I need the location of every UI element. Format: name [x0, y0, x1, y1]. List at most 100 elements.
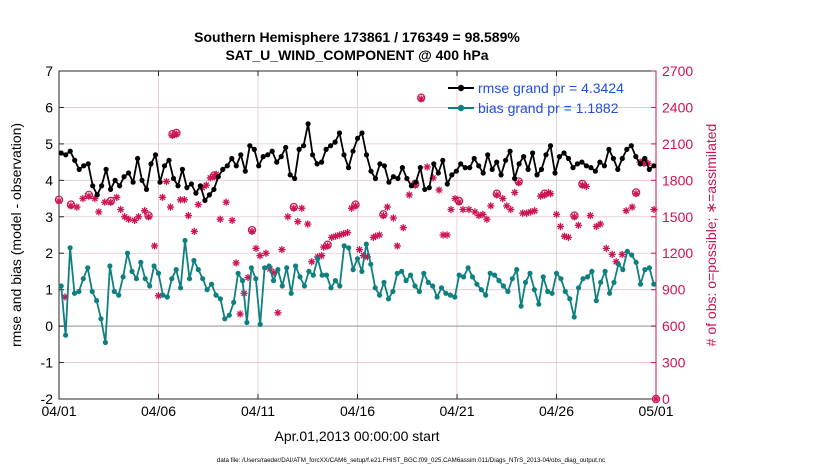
rmse-point	[278, 154, 284, 160]
obs-assimilated-marker	[228, 216, 236, 225]
rmse-point	[525, 166, 531, 172]
obs-asterisk-stroke	[380, 212, 387, 219]
obs-assimilated-marker	[632, 190, 640, 198]
obs-assimilated-marker	[355, 245, 364, 254]
obs-assimilated-marker	[252, 244, 260, 252]
obs-asterisk-stroke	[217, 216, 224, 223]
rmse-point	[372, 175, 379, 182]
bias-point	[571, 314, 577, 320]
rmse-point	[556, 154, 563, 160]
obs-assimilated-marker	[284, 213, 292, 221]
bias-point	[270, 278, 277, 284]
bias-point	[98, 316, 104, 322]
y-right-tick-label: 600	[662, 318, 686, 334]
rmse-point	[287, 172, 293, 178]
bias-point	[102, 339, 108, 346]
obs-asterisk-stroke	[557, 223, 564, 230]
obs-assimilated-marker	[85, 192, 93, 200]
rmse-point	[72, 157, 78, 163]
obs-asterisk-stroke	[95, 208, 102, 215]
obs-assimilated-marker	[190, 227, 198, 235]
obs-asterisk-stroke	[185, 212, 192, 219]
y-left-tick-label: 4	[45, 172, 53, 188]
rmse-point	[143, 186, 150, 192]
obs-assimilated-marker	[417, 95, 425, 103]
obs-asterisk-stroke	[117, 206, 124, 213]
y-axis-left-label: rmse and bias (model - observation)	[8, 123, 24, 347]
obs-assimilated-marker	[256, 252, 264, 260]
rmse-point	[67, 148, 73, 154]
bias-point	[80, 276, 86, 282]
obs-asterisk-stroke	[400, 224, 407, 231]
obs-assimilated-marker	[184, 211, 192, 220]
obs-assimilated-marker	[511, 188, 519, 197]
obs-assimilated-marker	[383, 203, 391, 211]
bias-point	[527, 270, 533, 276]
data-series	[58, 121, 657, 346]
bias-point	[421, 270, 427, 276]
obs-asterisk-stroke	[547, 190, 554, 197]
obs-asterisk-stroke	[141, 207, 148, 214]
obs-asterisk-stroke	[356, 246, 363, 253]
rmse-point	[449, 172, 455, 178]
obs-assimilated-marker	[515, 179, 523, 187]
obs-asterisk-stroke	[499, 195, 506, 202]
obs-asterisk-stroke	[487, 202, 494, 209]
bias-point	[500, 283, 506, 289]
rmse-point	[435, 170, 441, 176]
obs-assimilated-marker	[483, 215, 491, 223]
bias-point	[553, 270, 560, 276]
bias-point	[545, 288, 551, 295]
bias-point	[624, 248, 630, 254]
obs-assimilated-marker	[652, 395, 660, 403]
rmse-point	[233, 163, 239, 169]
bias-point	[341, 243, 347, 249]
obs-asterisk-stroke	[308, 258, 315, 265]
obs-assimilated-marker	[628, 203, 636, 211]
obs-assimilated-marker	[117, 205, 125, 214]
rmse-point	[646, 166, 652, 172]
obs-asterisk-stroke	[418, 95, 425, 102]
rmse-point	[359, 130, 365, 136]
rmse-point	[310, 152, 316, 158]
obs-asterisk-stroke	[113, 194, 120, 201]
obs-asterisk-stroke	[304, 221, 311, 228]
bias-point	[248, 265, 254, 271]
rmse-point	[530, 150, 536, 156]
bias-point	[509, 276, 515, 282]
obs-assimilated-marker	[125, 215, 133, 223]
rmse-point	[108, 186, 114, 192]
rmse-point	[619, 155, 625, 162]
rmse-point	[422, 186, 428, 192]
legend-rmse-label: rmse grand pr = 4.3424	[478, 80, 624, 96]
y-left-tick-label: 5	[45, 136, 53, 152]
obs-asterisk-stroke	[583, 183, 590, 190]
obs-assimilated-marker	[393, 242, 401, 250]
obs-assimilated-marker	[423, 163, 431, 171]
rmse-point	[148, 161, 154, 167]
rmse-point	[485, 152, 491, 158]
obs-asterisk-stroke	[406, 191, 413, 198]
x-tick-label: 04/06	[141, 403, 176, 419]
bias-point	[452, 294, 458, 300]
bias-point	[522, 279, 529, 285]
bias-point	[377, 292, 383, 298]
obs-asterisk-stroke	[479, 211, 486, 218]
obs-assimilated-marker	[180, 196, 188, 204]
bias-point	[607, 290, 613, 296]
obs-asterisk-stroke	[619, 251, 626, 258]
rmse-point	[323, 146, 329, 152]
obs-assimilated-marker	[290, 204, 298, 212]
obs-asterisk-stroke	[633, 190, 640, 197]
rmse-point	[85, 161, 91, 167]
y-right-tick-label: 2400	[662, 99, 693, 115]
rmse-point	[642, 155, 648, 162]
bias-point	[483, 292, 489, 298]
bias-point	[160, 292, 166, 298]
legend-bias-label: bias grand pr = 1.1882	[478, 100, 619, 116]
y-right-tick-label: 1500	[662, 209, 693, 225]
bias-point	[403, 278, 409, 284]
bias-point	[173, 267, 179, 273]
obs-asterisk-stroke	[203, 182, 210, 189]
rmse-point	[610, 155, 617, 162]
